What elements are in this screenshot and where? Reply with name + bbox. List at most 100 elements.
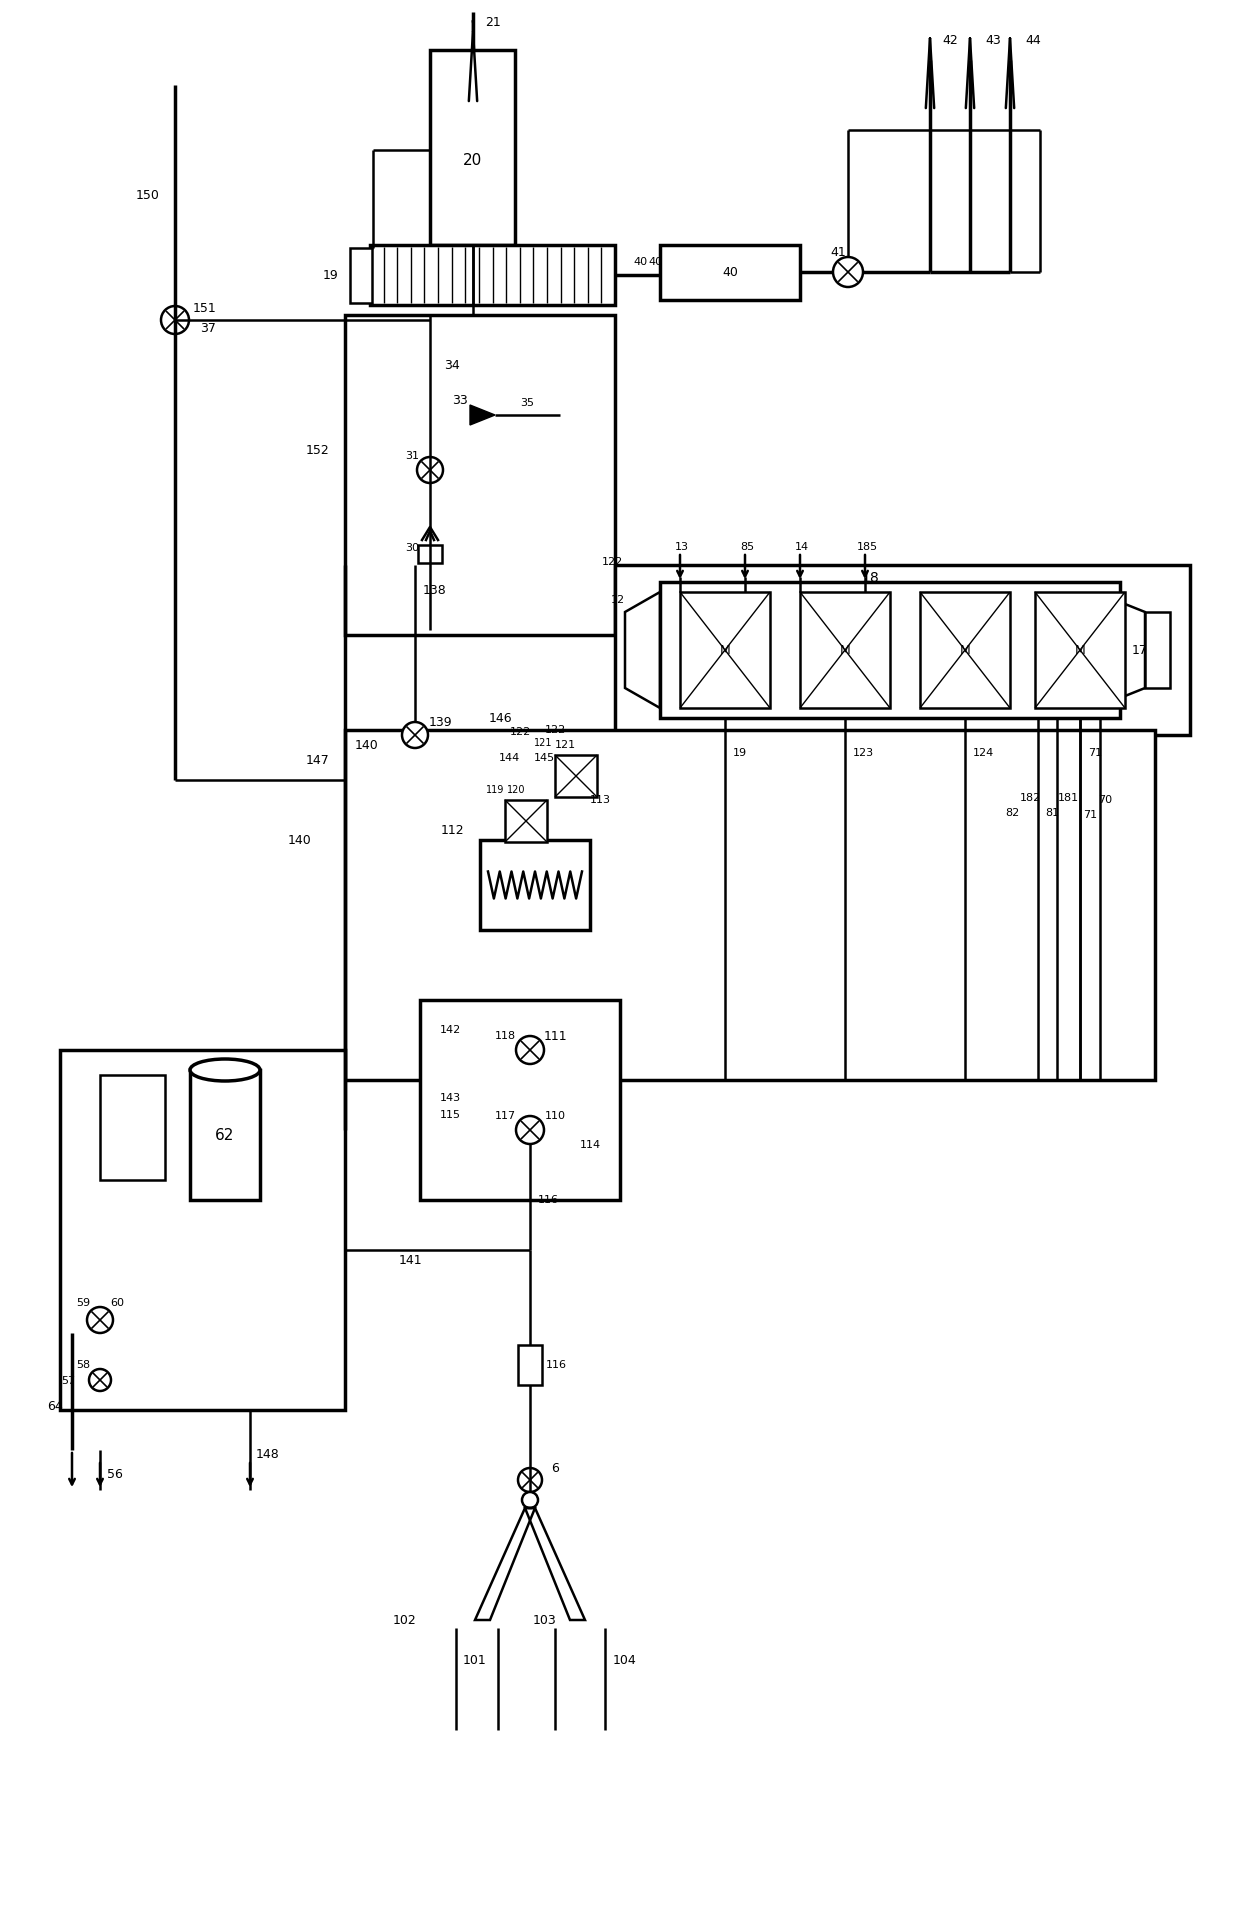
Text: 140: 140 xyxy=(288,833,312,846)
Bar xyxy=(1035,591,1125,708)
Text: 118: 118 xyxy=(495,1031,516,1040)
Text: 151: 151 xyxy=(193,301,217,315)
Text: 43: 43 xyxy=(985,33,1001,46)
Text: 140: 140 xyxy=(355,739,378,752)
Text: M: M xyxy=(1075,643,1085,656)
Text: 70: 70 xyxy=(1097,794,1112,804)
Text: 114: 114 xyxy=(579,1140,600,1149)
Text: 34: 34 xyxy=(444,359,460,372)
Text: 115: 115 xyxy=(439,1109,460,1121)
Text: 143: 143 xyxy=(439,1094,460,1103)
Bar xyxy=(660,581,1120,718)
Bar xyxy=(100,1075,165,1180)
Text: 40: 40 xyxy=(649,257,662,267)
Text: 19: 19 xyxy=(322,269,339,282)
Text: 103: 103 xyxy=(533,1614,557,1627)
Text: 138: 138 xyxy=(423,583,446,597)
Circle shape xyxy=(518,1468,542,1491)
Bar xyxy=(370,246,615,305)
Text: 148: 148 xyxy=(257,1449,280,1462)
Bar xyxy=(345,729,1154,1080)
Circle shape xyxy=(89,1368,112,1391)
Text: 182: 182 xyxy=(1019,793,1040,802)
Text: 102: 102 xyxy=(393,1614,417,1627)
Text: 112: 112 xyxy=(440,823,464,837)
Text: 145: 145 xyxy=(534,752,556,764)
Text: 40: 40 xyxy=(632,257,647,267)
Text: 6: 6 xyxy=(551,1462,559,1474)
Bar xyxy=(505,800,547,842)
Circle shape xyxy=(522,1491,538,1508)
Text: 17: 17 xyxy=(1132,643,1148,656)
Text: 185: 185 xyxy=(857,541,878,553)
Text: 123: 123 xyxy=(853,748,874,758)
Text: 139: 139 xyxy=(428,716,451,729)
Text: 121: 121 xyxy=(554,741,575,750)
Text: 120: 120 xyxy=(507,785,526,794)
Text: 119: 119 xyxy=(486,785,505,794)
Circle shape xyxy=(402,722,428,748)
Circle shape xyxy=(516,1117,544,1144)
Bar xyxy=(556,754,596,796)
Text: 13: 13 xyxy=(675,541,689,553)
Bar xyxy=(60,1050,345,1410)
Text: 82: 82 xyxy=(1004,808,1019,817)
Text: 56: 56 xyxy=(107,1468,123,1481)
Text: 40: 40 xyxy=(722,265,738,278)
Circle shape xyxy=(833,257,863,288)
Text: 58: 58 xyxy=(76,1361,91,1370)
Text: 101: 101 xyxy=(463,1654,487,1666)
Text: 116: 116 xyxy=(537,1196,558,1205)
Text: 117: 117 xyxy=(495,1111,516,1121)
Text: 42: 42 xyxy=(942,33,957,46)
Text: 33: 33 xyxy=(453,393,467,407)
Bar xyxy=(615,564,1190,735)
Text: 144: 144 xyxy=(498,752,520,764)
Text: 31: 31 xyxy=(405,451,419,461)
Text: 14: 14 xyxy=(795,541,808,553)
Bar xyxy=(518,1345,542,1386)
Text: 21: 21 xyxy=(485,15,501,29)
Text: 116: 116 xyxy=(546,1361,567,1370)
Text: 71: 71 xyxy=(1087,748,1102,758)
Text: 62: 62 xyxy=(216,1128,234,1142)
Bar xyxy=(430,50,515,246)
Text: 20: 20 xyxy=(464,152,482,167)
Bar xyxy=(680,591,770,708)
Bar xyxy=(350,248,372,303)
Text: 18: 18 xyxy=(861,572,879,585)
Polygon shape xyxy=(470,405,495,424)
Circle shape xyxy=(87,1307,113,1334)
Text: 41: 41 xyxy=(830,246,846,259)
Text: 59: 59 xyxy=(76,1297,91,1309)
Text: 37: 37 xyxy=(200,322,216,334)
Text: 111: 111 xyxy=(543,1029,567,1042)
Circle shape xyxy=(516,1036,544,1063)
Bar xyxy=(920,591,1011,708)
Bar xyxy=(418,545,441,562)
Text: 30: 30 xyxy=(405,543,419,553)
Text: 113: 113 xyxy=(589,794,610,804)
Text: M: M xyxy=(719,643,730,656)
Bar xyxy=(345,315,615,635)
Text: 142: 142 xyxy=(439,1025,460,1034)
Text: 12: 12 xyxy=(611,595,625,604)
Circle shape xyxy=(161,305,188,334)
Text: 35: 35 xyxy=(520,397,534,409)
Text: M: M xyxy=(960,643,971,656)
Text: 122: 122 xyxy=(601,557,622,566)
Bar xyxy=(800,591,890,708)
Bar xyxy=(420,1000,620,1199)
Ellipse shape xyxy=(190,1059,260,1080)
Bar xyxy=(1145,612,1171,689)
Text: 122: 122 xyxy=(510,727,531,737)
Text: 150: 150 xyxy=(136,188,160,201)
Text: 85: 85 xyxy=(740,541,754,553)
Text: 181: 181 xyxy=(1058,793,1079,802)
Text: 81: 81 xyxy=(1045,808,1059,817)
Text: 121: 121 xyxy=(533,739,552,748)
Text: 19: 19 xyxy=(733,748,748,758)
Text: 152: 152 xyxy=(306,443,330,457)
Text: M: M xyxy=(839,643,851,656)
Circle shape xyxy=(417,457,443,484)
